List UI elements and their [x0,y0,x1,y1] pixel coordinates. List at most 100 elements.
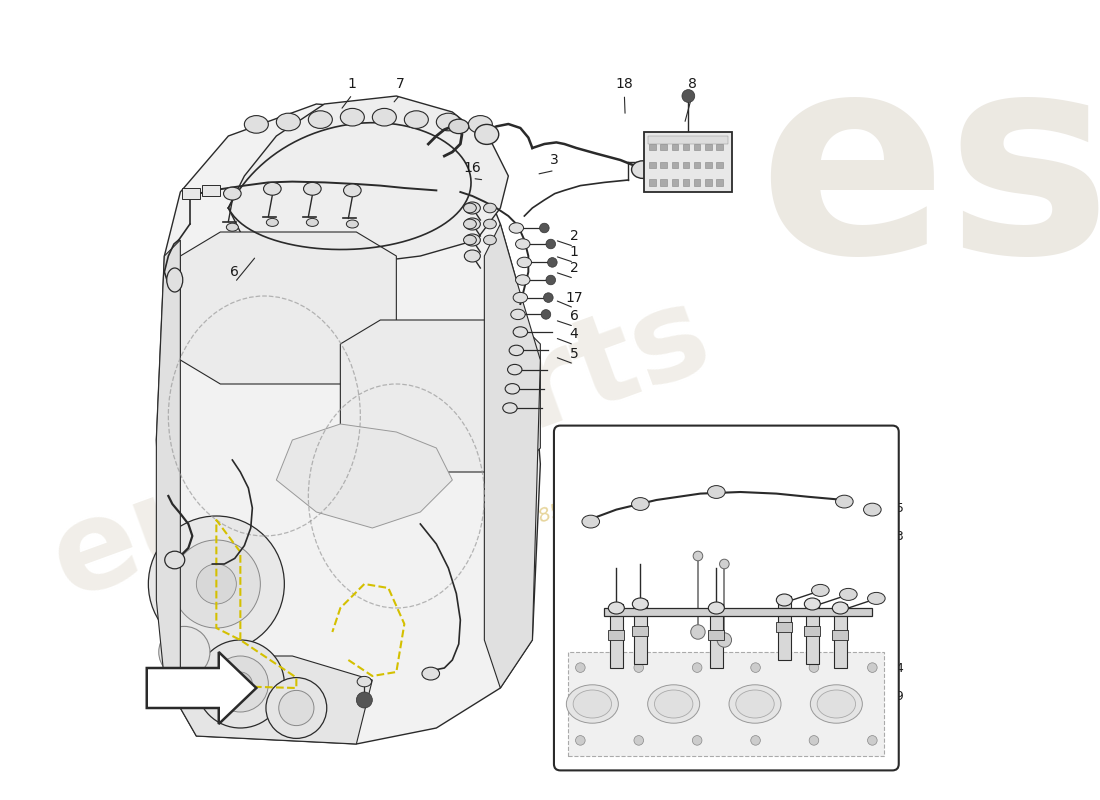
Circle shape [750,662,760,672]
Ellipse shape [811,685,862,723]
Bar [645,132,733,192]
Circle shape [682,90,695,102]
Ellipse shape [340,108,364,126]
Text: 7: 7 [396,77,405,91]
Text: 6: 6 [230,265,239,279]
Circle shape [634,736,643,746]
Text: 11: 11 [602,426,617,438]
Ellipse shape [484,203,496,213]
Bar [604,608,872,616]
Circle shape [196,640,284,728]
Text: 9: 9 [735,426,743,438]
Ellipse shape [868,592,886,605]
Circle shape [575,662,585,672]
Ellipse shape [463,203,476,213]
Circle shape [750,736,760,746]
Circle shape [575,736,585,746]
Ellipse shape [707,486,725,498]
Circle shape [278,690,314,726]
Bar [716,144,723,150]
Ellipse shape [729,685,781,723]
Ellipse shape [509,222,524,234]
Circle shape [548,258,557,267]
Bar [683,179,689,186]
Polygon shape [164,640,372,744]
Ellipse shape [582,515,600,528]
Ellipse shape [475,124,498,144]
Circle shape [868,662,877,672]
Circle shape [356,692,372,708]
Bar [716,162,723,168]
Bar [834,604,847,668]
Ellipse shape [464,218,481,230]
Text: 15: 15 [889,502,904,514]
FancyBboxPatch shape [554,426,899,770]
Circle shape [543,293,553,302]
Ellipse shape [566,685,618,723]
Ellipse shape [510,310,525,319]
Polygon shape [146,652,256,724]
Circle shape [266,678,327,738]
Ellipse shape [469,115,493,133]
Bar [671,179,678,186]
Ellipse shape [505,383,519,394]
Text: 12: 12 [667,426,683,438]
Polygon shape [180,232,396,384]
Bar [716,179,723,186]
Ellipse shape [632,598,648,610]
Ellipse shape [503,403,517,414]
Ellipse shape [517,257,531,267]
Ellipse shape [167,268,183,292]
Bar [648,136,728,144]
Ellipse shape [463,235,476,245]
Bar [660,144,667,150]
Polygon shape [156,104,540,744]
Ellipse shape [736,690,774,718]
Bar [833,630,848,640]
Bar [705,162,712,168]
Ellipse shape [513,326,528,338]
Text: es: es [758,41,1100,311]
Bar [649,162,656,168]
Ellipse shape [513,293,528,302]
Text: 13: 13 [889,530,904,542]
Polygon shape [569,652,884,756]
Bar [649,179,656,186]
Bar [660,162,667,168]
Bar [683,162,689,168]
Text: 14: 14 [889,662,904,674]
Circle shape [717,633,732,647]
Ellipse shape [405,111,428,128]
Ellipse shape [227,223,239,231]
Text: 5: 5 [570,346,579,361]
Ellipse shape [308,111,332,128]
Ellipse shape [516,274,530,286]
Circle shape [173,540,261,628]
Ellipse shape [573,690,612,718]
Ellipse shape [437,113,460,130]
Circle shape [539,223,549,233]
Bar [683,144,689,150]
Ellipse shape [833,602,848,614]
Circle shape [196,564,236,604]
Text: 10: 10 [762,426,779,438]
Text: 19: 19 [889,690,904,702]
Ellipse shape [648,685,700,723]
Ellipse shape [864,503,881,516]
Text: 6: 6 [570,309,579,323]
Ellipse shape [464,234,481,246]
Circle shape [546,275,556,285]
Circle shape [693,551,703,561]
Bar [710,604,723,668]
Ellipse shape [165,551,185,569]
Polygon shape [156,240,180,680]
Text: 3: 3 [550,153,559,167]
Bar [708,630,724,640]
Bar [804,626,821,636]
Ellipse shape [777,594,792,606]
Ellipse shape [836,495,854,508]
Ellipse shape [276,113,300,130]
Ellipse shape [358,677,372,686]
Circle shape [692,736,702,746]
Bar [632,626,648,636]
